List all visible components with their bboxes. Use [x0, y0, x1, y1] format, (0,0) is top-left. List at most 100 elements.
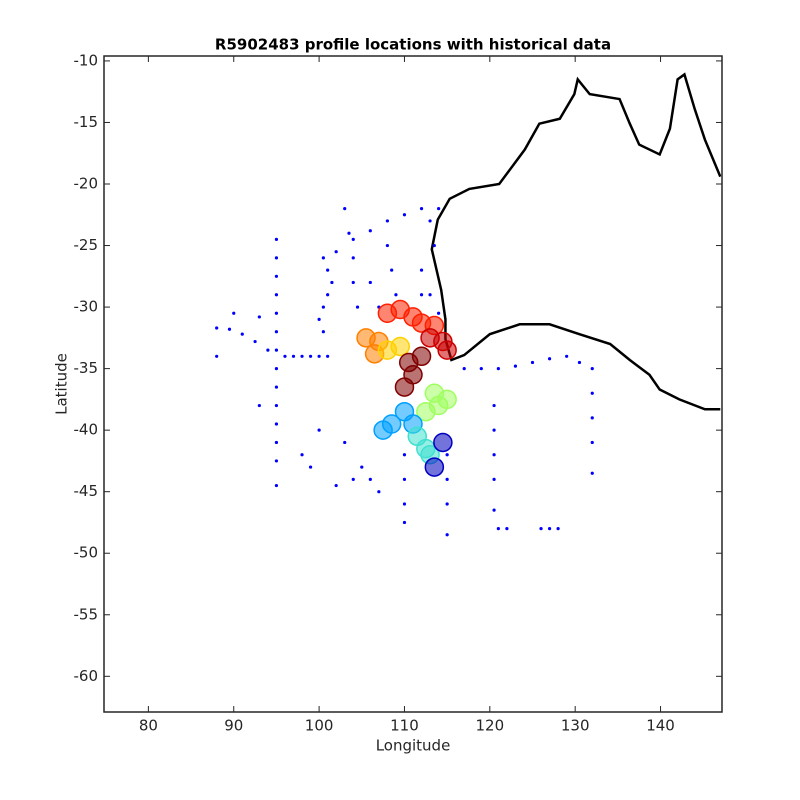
historical-point [317, 317, 321, 321]
historical-point [445, 533, 449, 537]
historical-point [274, 274, 279, 278]
historical-point [556, 527, 560, 531]
historical-point [547, 357, 552, 361]
profile-point [437, 340, 457, 360]
historical-point [368, 229, 372, 233]
historical-point [492, 453, 496, 457]
historical-point [351, 280, 355, 285]
historical-point [539, 527, 543, 531]
x-tick-label: 130 [561, 717, 590, 735]
historical-point [402, 477, 407, 481]
historical-point [321, 330, 325, 334]
axes-box [103, 55, 723, 713]
historical-point [437, 207, 441, 211]
historical-point [257, 315, 261, 319]
y-tick-label: -50 [74, 544, 99, 562]
historical-point [274, 422, 279, 426]
historical-point [368, 477, 372, 481]
historical-point [385, 243, 389, 248]
coastline [430, 72, 722, 411]
historical-point [590, 471, 594, 475]
historical-point [308, 354, 313, 358]
historical-point [351, 237, 355, 241]
historical-point [266, 348, 270, 352]
historical-point [274, 293, 279, 297]
historical-point [385, 219, 389, 223]
historical-point [274, 256, 279, 260]
historical-point [227, 327, 232, 331]
x-tick-label: 140 [646, 717, 675, 735]
historical-point [317, 354, 321, 358]
y-tick-label: -10 [74, 51, 99, 69]
historical-point [547, 527, 552, 531]
historical-point [274, 330, 279, 334]
historical-point [240, 332, 244, 336]
historical-point [274, 483, 279, 488]
historical-point [419, 293, 424, 297]
historical-point [347, 231, 351, 235]
historical-point [590, 367, 594, 371]
y-tick-label: -30 [74, 298, 99, 316]
historical-point [505, 527, 509, 531]
historical-point [257, 403, 261, 408]
historical-point [428, 293, 432, 297]
historical-point [300, 453, 304, 457]
historical-point [326, 293, 330, 297]
profile-point [411, 346, 432, 367]
historical-point [368, 280, 372, 285]
x-tick-label: 120 [476, 717, 505, 735]
historical-point [300, 354, 304, 358]
profile-point [437, 389, 457, 410]
historical-point [394, 293, 398, 297]
historical-point [377, 490, 381, 494]
y-tick-label: -60 [74, 667, 99, 685]
historical-point [321, 256, 325, 260]
profile-point [373, 420, 393, 440]
x-tick-label: 90 [224, 717, 243, 735]
profile-point [424, 457, 445, 477]
historical-point [590, 391, 594, 395]
historical-point [513, 364, 518, 368]
historical-point [317, 428, 321, 432]
x-tick-label: 100 [305, 717, 334, 735]
historical-point [402, 453, 407, 457]
historical-point [291, 354, 296, 358]
historical-point [274, 459, 279, 463]
historical-point [402, 213, 407, 217]
historical-point [419, 268, 424, 272]
historical-point [274, 440, 279, 445]
historical-point [326, 268, 330, 272]
profile-point [433, 432, 453, 453]
historical-point [492, 508, 496, 512]
historical-point [492, 403, 496, 408]
historical-point [565, 354, 569, 358]
y-axis-label: Latitude [53, 353, 71, 415]
y-tick-label: -45 [74, 482, 99, 500]
historical-point [402, 520, 407, 525]
historical-point [479, 367, 483, 371]
historical-point [496, 367, 500, 371]
historical-point [419, 207, 424, 211]
historical-point [360, 465, 364, 469]
historical-point [274, 237, 279, 241]
y-tick-label: -15 [74, 113, 99, 131]
y-tick-label: -25 [74, 236, 99, 254]
historical-point [428, 219, 432, 223]
historical-point [274, 385, 279, 389]
historical-point [462, 367, 466, 371]
historical-point [274, 348, 279, 352]
historical-point [492, 428, 496, 432]
chart-title: R5902483 profile locations with historic… [215, 36, 611, 54]
historical-point [343, 207, 347, 211]
y-tick-label: -55 [74, 605, 99, 623]
historical-point [445, 453, 449, 457]
historical-point [308, 465, 313, 469]
profile-point [416, 401, 436, 422]
historical-point [445, 502, 449, 506]
historical-point [326, 354, 330, 358]
y-tick-label: -35 [74, 359, 99, 377]
historical-point [215, 326, 219, 330]
historical-point [437, 311, 441, 315]
